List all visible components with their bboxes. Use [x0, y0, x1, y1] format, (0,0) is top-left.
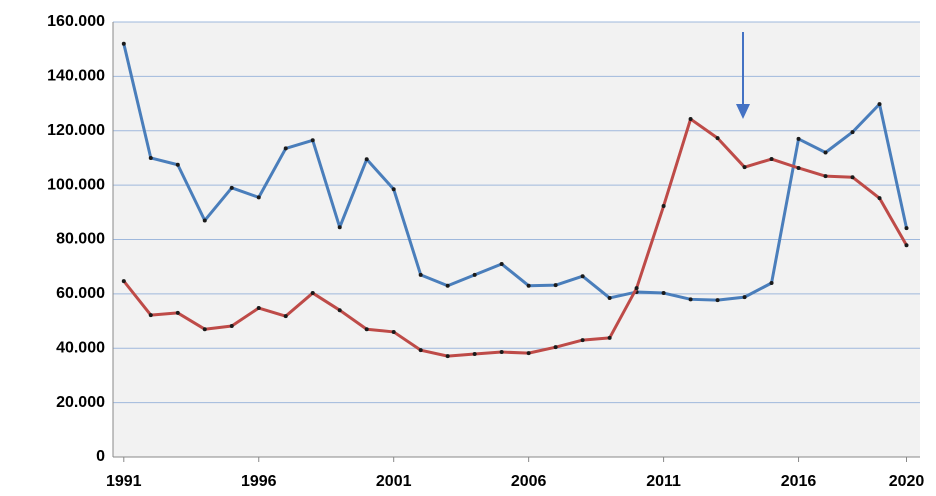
data-point	[607, 335, 612, 340]
data-point	[526, 351, 531, 356]
data-point	[472, 272, 477, 277]
data-point	[310, 291, 315, 296]
data-point	[769, 157, 774, 162]
y-tick-label: 40.000	[56, 339, 105, 356]
x-tick-label: 1996	[241, 473, 277, 490]
data-point	[445, 354, 450, 359]
data-point	[148, 313, 153, 318]
data-point	[499, 261, 504, 266]
data-point	[337, 308, 342, 313]
x-tick-label: 2006	[511, 473, 547, 490]
data-point	[661, 291, 666, 296]
data-point	[661, 204, 666, 209]
data-point	[148, 155, 153, 160]
data-point	[850, 130, 855, 135]
data-point	[364, 327, 369, 332]
data-point	[688, 117, 693, 122]
y-tick-label: 80.000	[56, 231, 105, 248]
data-point	[256, 306, 261, 311]
data-point	[823, 174, 828, 179]
data-point	[229, 323, 234, 328]
data-point	[904, 226, 909, 231]
data-point	[121, 41, 126, 46]
data-point	[445, 283, 450, 288]
series-line	[122, 43, 908, 302]
x-tick-label: 2020	[889, 473, 925, 490]
data-point	[634, 286, 639, 291]
x-tick-label: 1991	[106, 473, 142, 490]
data-point	[418, 348, 423, 353]
data-point	[283, 146, 288, 151]
y-tick-label: 100.000	[47, 176, 105, 193]
arrow-head	[736, 104, 750, 119]
data-point	[553, 345, 558, 350]
data-point	[580, 274, 585, 279]
data-point	[499, 350, 504, 355]
data-point	[688, 297, 693, 302]
data-point	[769, 281, 774, 285]
data-point	[121, 279, 126, 284]
data-point	[580, 338, 585, 343]
x-tick-label: 2011	[646, 473, 681, 490]
y-tick-label: 120.000	[47, 122, 105, 139]
y-tick-label: 0	[96, 448, 105, 465]
data-point	[715, 136, 720, 141]
data-point	[229, 185, 234, 190]
data-point	[877, 196, 882, 201]
data-point	[175, 162, 180, 167]
arrow-annotation	[736, 32, 750, 119]
data-point	[364, 157, 369, 162]
data-point	[742, 165, 747, 170]
data-point	[256, 195, 261, 200]
data-point	[202, 327, 207, 332]
data-point	[742, 295, 747, 300]
data-point	[607, 295, 612, 300]
x-tick-label: 2016	[781, 473, 817, 490]
data-point	[337, 225, 342, 230]
data-point	[526, 283, 531, 288]
data-point	[715, 298, 720, 303]
x-tick-label: 2001	[376, 473, 412, 490]
y-tick-label: 160.000	[47, 13, 105, 30]
series-line	[122, 117, 908, 358]
data-point	[391, 329, 396, 334]
data-point	[418, 272, 423, 277]
y-tick-label: 60.000	[56, 285, 105, 302]
data-point	[796, 136, 801, 141]
y-tick-label: 20.000	[56, 394, 105, 411]
data-point	[175, 310, 180, 315]
y-tick-label: 140.000	[47, 68, 105, 85]
data-point	[472, 351, 477, 356]
data-point	[283, 314, 288, 319]
data-point	[877, 102, 882, 107]
data-point	[796, 165, 801, 170]
data-point	[202, 218, 207, 223]
data-point	[823, 150, 828, 155]
data-point	[310, 138, 315, 143]
data-point	[553, 283, 558, 288]
data-point	[391, 187, 396, 192]
data-point	[850, 175, 855, 180]
data-point	[904, 243, 909, 248]
